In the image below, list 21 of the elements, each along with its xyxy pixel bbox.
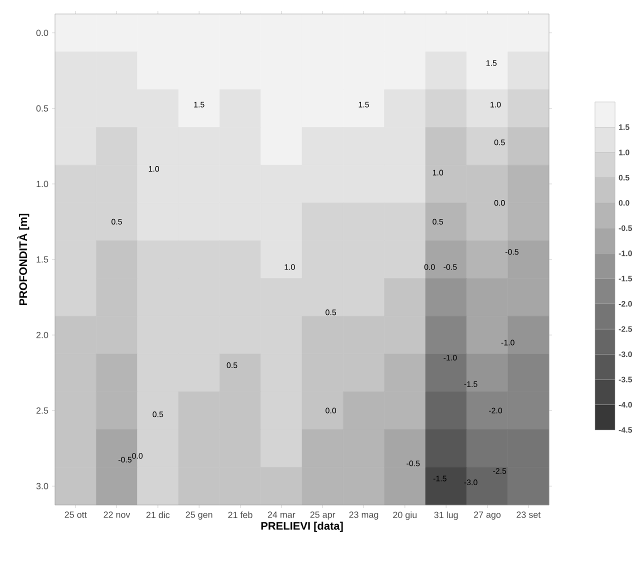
x-tick-label: 25 gen xyxy=(186,512,212,520)
y-tick-label: 1.5 xyxy=(36,256,48,263)
y-tick-label: 0.0 xyxy=(36,30,48,36)
y-tick-label: 2.5 xyxy=(36,407,48,414)
x-tick-label: 23 mag xyxy=(349,512,378,520)
x-tick-label: 20 giu xyxy=(393,512,417,520)
x-tick-label: 25 ott xyxy=(64,512,87,518)
x-tick-label: 27 ago xyxy=(474,512,501,520)
x-tick-label: 21 feb xyxy=(228,512,252,518)
x-tick-label: 23 set xyxy=(516,512,541,518)
y-tick-label: 0.5 xyxy=(36,105,48,112)
x-tick-label: 31 lug xyxy=(434,512,458,520)
x-tick-label: 21 dic xyxy=(146,512,170,518)
x-tick-label: 25 apr xyxy=(310,512,336,520)
y-axis-title: PROFONDITÀ [m] xyxy=(17,214,30,306)
y-tick-label: 3.0 xyxy=(36,482,48,490)
y-tick-label: 2.0 xyxy=(36,332,48,338)
x-tick-label: 22 nov xyxy=(104,512,130,518)
y-tick-label: 1.0 xyxy=(36,180,48,188)
x-axis-title: PRELIEVI [data] xyxy=(261,522,343,532)
x-tick-label: 24 mar xyxy=(268,512,296,518)
